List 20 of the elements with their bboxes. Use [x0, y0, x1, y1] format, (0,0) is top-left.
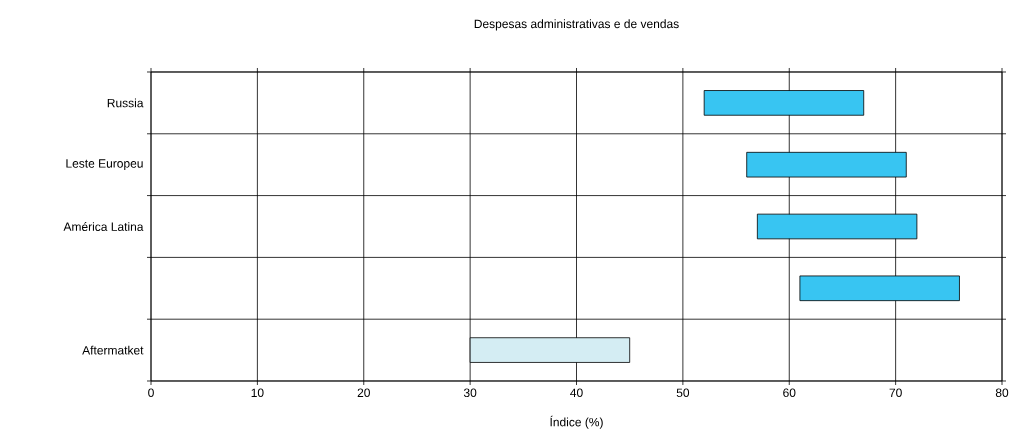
x-tick-label: 60 — [783, 388, 796, 398]
x-tick-label: 80 — [995, 388, 1009, 398]
x-axis-title: Índice (%) — [550, 415, 603, 429]
bar — [799, 275, 960, 302]
x-tick-label: 40 — [570, 388, 583, 398]
x-tick-label: 70 — [889, 388, 902, 398]
x-tick-label: 0 — [148, 388, 154, 398]
y-tick-label: Aftermatket — [82, 345, 144, 355]
x-tick-label: 50 — [676, 388, 690, 398]
chart-title: Despesas administrativas e de vendas — [474, 19, 679, 31]
bar — [703, 90, 865, 116]
x-tick-label: 30 — [463, 388, 477, 398]
y-tick-label: Russia — [107, 98, 144, 108]
y-tick-label: Leste Europeu — [66, 159, 143, 171]
y-tick-label: América Latina — [63, 222, 144, 231]
bar — [756, 213, 918, 240]
x-tick-label: 10 — [251, 388, 264, 398]
bar — [469, 337, 631, 363]
bar — [746, 151, 907, 178]
x-tick-label: 20 — [357, 388, 370, 398]
